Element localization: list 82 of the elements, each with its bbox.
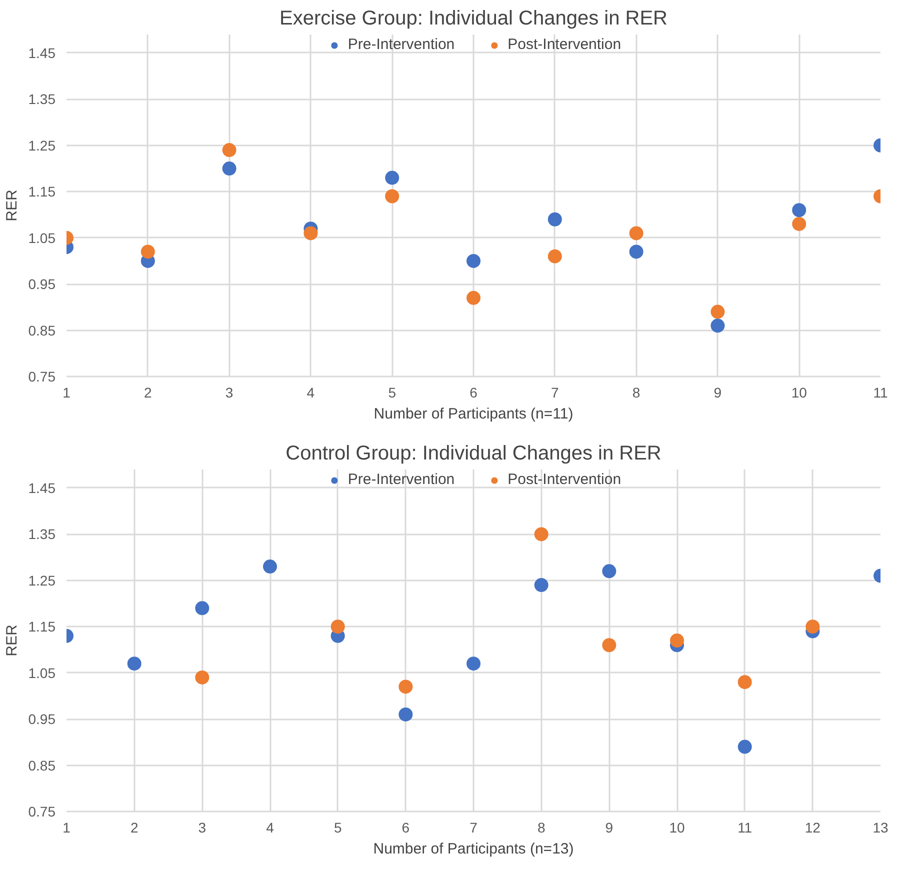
y-tick-label: 0.75 bbox=[28, 368, 56, 384]
point bbox=[127, 656, 142, 671]
point bbox=[385, 170, 400, 185]
point bbox=[398, 707, 413, 722]
x-axis-title: Number of Participants (n=11) bbox=[374, 406, 574, 422]
x-tick-label: 4 bbox=[266, 820, 274, 836]
point bbox=[534, 527, 548, 542]
x-tick-label: 11 bbox=[873, 384, 888, 400]
point bbox=[806, 620, 820, 634]
y-tick-label: 0.95 bbox=[28, 711, 56, 728]
point bbox=[466, 656, 480, 671]
point bbox=[629, 226, 644, 240]
point bbox=[792, 203, 806, 218]
legend-label: Post-Intervention bbox=[508, 36, 622, 53]
x-tick-label: 4 bbox=[306, 384, 315, 400]
legend-label: Post-Intervention bbox=[508, 471, 622, 488]
x-tick-label: 9 bbox=[605, 820, 614, 836]
x-axis-title: Number of Participants (n=13) bbox=[373, 840, 574, 858]
x-tick-label: 1 bbox=[62, 384, 71, 400]
y-tick-label: 1.25 bbox=[28, 137, 56, 154]
legend-label: Pre-Intervention bbox=[348, 471, 455, 488]
y-tick-label: 1.35 bbox=[28, 526, 56, 542]
point bbox=[548, 212, 562, 226]
y-tick-label: 0.85 bbox=[28, 757, 56, 774]
y-tick-label: 1.05 bbox=[28, 230, 56, 246]
x-tick-label: 5 bbox=[388, 384, 396, 400]
point bbox=[466, 290, 480, 305]
point bbox=[738, 740, 752, 754]
point bbox=[629, 244, 644, 259]
point bbox=[534, 578, 548, 592]
point bbox=[304, 226, 318, 240]
point bbox=[195, 670, 210, 684]
x-tick-label: 13 bbox=[872, 820, 888, 836]
x-tick-label: 7 bbox=[551, 384, 560, 400]
point bbox=[385, 189, 400, 204]
point bbox=[602, 564, 616, 578]
point bbox=[140, 244, 155, 259]
y-tick-label: 1.25 bbox=[28, 572, 56, 588]
y-tick-label: 1.35 bbox=[28, 91, 56, 108]
x-tick-label: 3 bbox=[225, 384, 234, 400]
point bbox=[330, 620, 345, 634]
point bbox=[602, 638, 616, 652]
y-axis-title: RER bbox=[3, 190, 20, 222]
point bbox=[670, 634, 684, 648]
y-tick-label: 0.85 bbox=[28, 322, 56, 338]
x-tick-label: 9 bbox=[714, 384, 722, 400]
y-tick-label: 1.15 bbox=[28, 184, 56, 200]
x-tick-label: 8 bbox=[537, 820, 546, 836]
y-axis-title: RER bbox=[3, 624, 20, 656]
x-tick-label: 2 bbox=[130, 820, 138, 836]
x-tick-label: 1 bbox=[62, 820, 71, 836]
x-tick-label: 7 bbox=[470, 820, 478, 836]
point bbox=[710, 304, 725, 319]
y-tick-label: 0.75 bbox=[28, 804, 56, 820]
x-tick-label: 3 bbox=[198, 820, 206, 836]
point bbox=[222, 162, 236, 176]
y-tick-label: 1.45 bbox=[28, 480, 56, 496]
x-tick-label: 10 bbox=[669, 820, 685, 836]
x-tick-label: 11 bbox=[738, 820, 752, 836]
chart-title: Control Group: Individual Changes in RER bbox=[286, 442, 662, 464]
x-tick-label: 6 bbox=[470, 384, 478, 400]
y-tick-label: 1.15 bbox=[28, 618, 56, 635]
x-tick-label: 12 bbox=[804, 820, 821, 836]
x-tick-label: 2 bbox=[144, 384, 152, 400]
chart-title: Exercise Group: Individual Changes in RER bbox=[280, 8, 668, 30]
y-tick-label: 1.45 bbox=[28, 44, 56, 61]
legend-label: Pre-Intervention bbox=[348, 36, 455, 53]
point bbox=[792, 217, 806, 231]
point bbox=[466, 254, 480, 268]
y-tick-label: 1.05 bbox=[28, 664, 56, 681]
y-tick-label: 0.95 bbox=[28, 276, 56, 292]
x-tick-label: 6 bbox=[402, 820, 410, 836]
point bbox=[263, 560, 277, 574]
x-tick-label: 5 bbox=[334, 820, 342, 836]
x-tick-label: 8 bbox=[632, 384, 640, 400]
x-tick-label: 10 bbox=[791, 384, 808, 400]
point bbox=[738, 675, 752, 690]
point bbox=[710, 318, 725, 333]
point bbox=[222, 143, 236, 158]
point bbox=[398, 680, 413, 694]
point bbox=[195, 601, 210, 616]
point bbox=[548, 249, 562, 264]
